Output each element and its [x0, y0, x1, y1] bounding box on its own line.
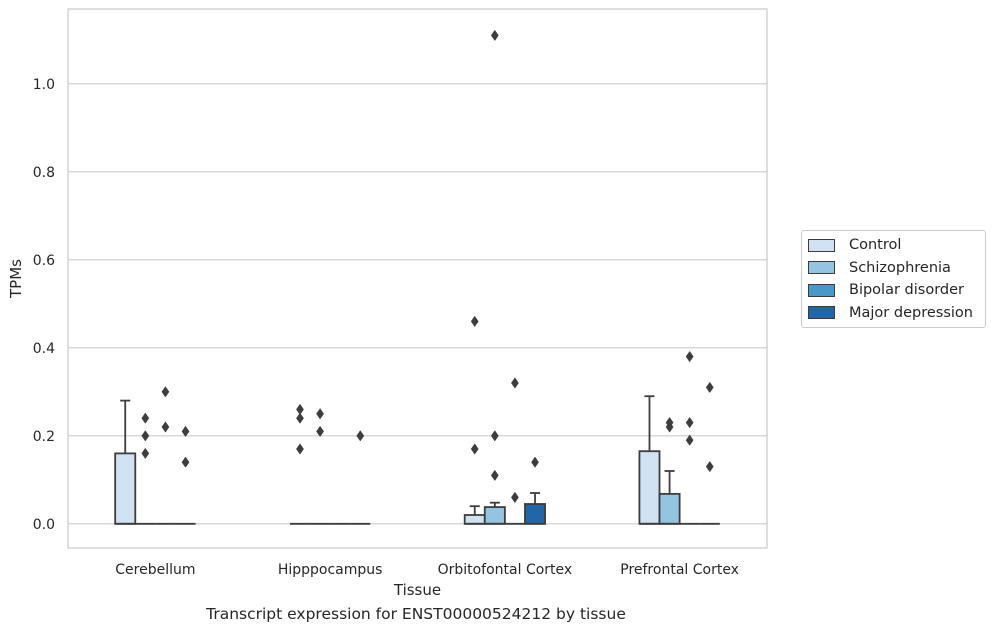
box-group — [699, 381, 720, 525]
x-axis-title: Tissue — [393, 581, 441, 599]
box-group — [679, 350, 700, 525]
box-group — [289, 403, 311, 525]
y-tick-labels: 0.0 0.2 0.4 0.6 0.8 1.0 — [33, 77, 55, 533]
outlier-point — [665, 416, 674, 429]
x-tick-label: Cerebellum — [115, 562, 195, 578]
y-tick-label: 0.0 — [33, 517, 55, 533]
legend-item-bipolar-disorder: Bipolar disorder — [808, 279, 979, 302]
outlier-point — [296, 412, 304, 424]
box — [524, 503, 546, 525]
legend-item-schizophrenia: Schizophrenia — [808, 257, 979, 280]
y-tick-label: 0.8 — [33, 165, 55, 181]
outlier-point — [141, 430, 150, 442]
legend-swatch-major-depression — [808, 306, 835, 320]
outlier-point — [511, 377, 519, 389]
box-group — [483, 29, 506, 525]
outlier-point — [141, 412, 150, 424]
outlier-point — [141, 447, 150, 460]
chart-caption: Transcript expression for ENST0000052421… — [206, 605, 626, 623]
box — [658, 492, 681, 525]
legend: Control Schizophrenia Bipolar disorder M… — [801, 230, 986, 328]
outlier-point — [531, 456, 539, 468]
box — [638, 450, 661, 525]
box-group — [638, 395, 661, 525]
box-group — [463, 315, 486, 525]
box-group — [135, 412, 156, 525]
x-tick-label: Prefrontal Cortex — [620, 562, 739, 578]
outlier-point — [490, 29, 499, 42]
outlier-point — [181, 456, 190, 468]
legend-label-schizophrenia: Schizophrenia — [849, 259, 951, 276]
x-tick-label: Orbitofontal Cortex — [438, 562, 573, 578]
x-tick-labels: Cerebellum Hipppocampus Orbitofontal Corte… — [115, 562, 739, 578]
box-group — [310, 408, 331, 525]
outlier-point — [161, 421, 170, 433]
x-tick-label: Hipppocampus — [278, 562, 383, 578]
y-tick-label: 0.2 — [33, 429, 55, 445]
outlier-point — [470, 315, 479, 328]
legend-swatch-schizophrenia — [808, 261, 835, 275]
plot-frame — [67, 8, 768, 549]
outlier-point — [161, 386, 170, 398]
legend-label-control: Control — [849, 237, 902, 254]
legend-label-major-depression: Major depression — [849, 304, 973, 321]
y-axis-title: TPMs — [7, 259, 25, 299]
outlier-point — [356, 430, 365, 442]
box-group — [175, 425, 196, 525]
outlier-point — [316, 408, 324, 420]
box-group — [524, 456, 546, 525]
outlier-point — [296, 403, 304, 416]
outlier-point — [685, 350, 694, 363]
legend-label-bipolar-disorder: Bipolar disorder — [849, 282, 964, 299]
box — [463, 514, 486, 525]
y-tick-label: 1.0 — [33, 77, 55, 93]
outlier-point — [685, 416, 694, 429]
outlier-point — [705, 381, 714, 394]
legend-swatch-bipolar-disorder — [808, 283, 835, 297]
outlier-point — [705, 460, 714, 473]
legend-swatch-control — [808, 238, 835, 252]
legend-item-major-depression: Major depression — [808, 302, 979, 325]
outlier-point — [470, 443, 479, 455]
box-group — [155, 386, 176, 525]
box-group — [504, 377, 525, 525]
y-tick-label: 0.4 — [33, 341, 55, 357]
box-plot-area — [114, 29, 720, 525]
outlier-point — [316, 425, 324, 438]
outlier-point — [490, 469, 499, 482]
outlier-point — [685, 434, 694, 446]
outlier-point — [490, 430, 499, 442]
box — [483, 506, 506, 525]
box-group — [350, 430, 371, 525]
y-tick-label: 0.6 — [33, 253, 55, 269]
legend-item-control: Control — [808, 234, 979, 257]
outlier-point — [181, 425, 190, 438]
box-group — [658, 416, 681, 525]
outlier-point — [296, 443, 304, 455]
outlier-point — [511, 491, 519, 504]
grid-lines — [68, 83, 767, 525]
box — [114, 452, 137, 525]
box-group — [114, 399, 137, 525]
